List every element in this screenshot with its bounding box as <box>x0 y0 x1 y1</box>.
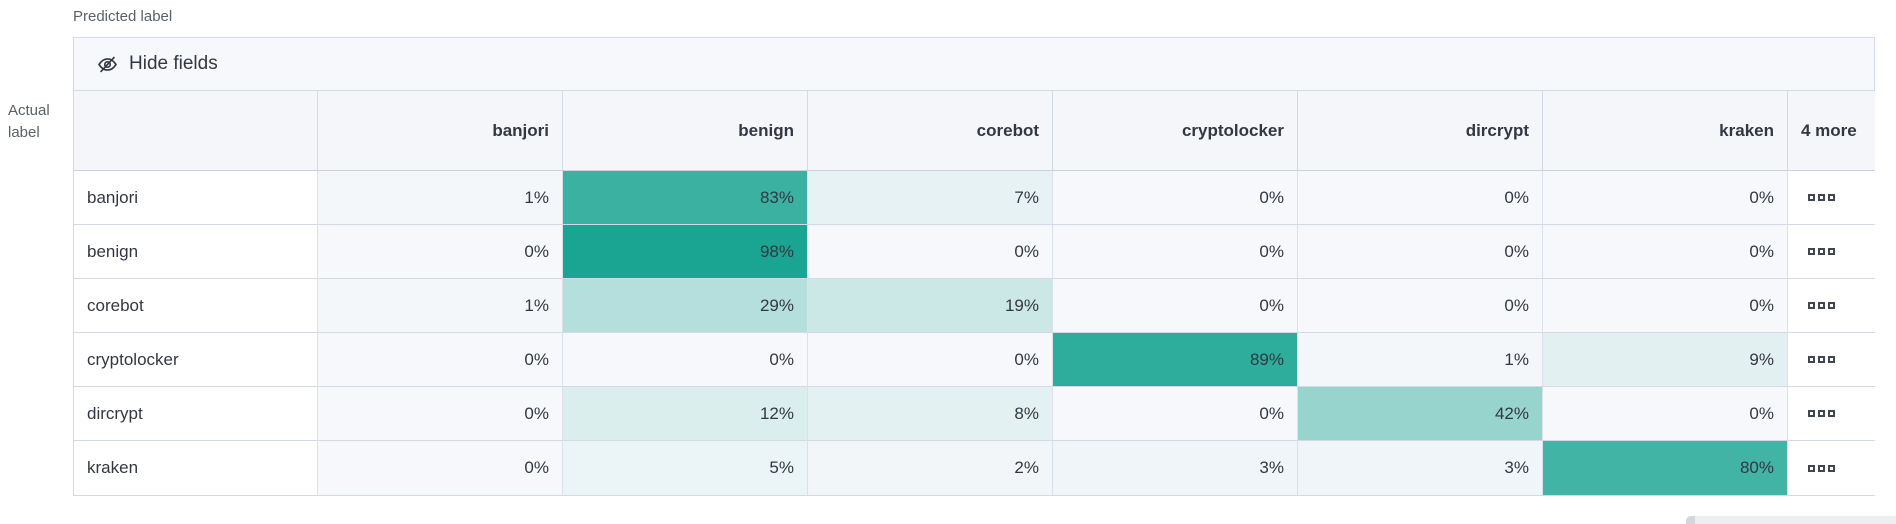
column-header-more[interactable]: 4 more <box>1788 91 1875 170</box>
cell-banjori-banjori[interactable]: 1% <box>318 171 563 225</box>
cell-cryptolocker-kraken[interactable]: 9% <box>1543 333 1788 387</box>
cell-corebot-benign[interactable]: 29% <box>563 279 808 333</box>
table-row-cryptolocker: cryptolocker 0% 0% 0% 89% 1% 9% <box>74 333 1875 387</box>
cell-kraken-corebot[interactable]: 2% <box>808 441 1053 495</box>
cell-kraken-cryptolocker[interactable]: 3% <box>1053 441 1298 495</box>
cell-dircrypt-dircrypt[interactable]: 42% <box>1298 387 1543 441</box>
cell-dircrypt-kraken[interactable]: 0% <box>1543 387 1788 441</box>
more-columns-button[interactable] <box>1788 441 1875 495</box>
cell-dircrypt-corebot[interactable]: 8% <box>808 387 1053 441</box>
column-header-dircrypt[interactable]: dircrypt <box>1298 91 1543 170</box>
grid-body: banjori 1% 83% 7% 0% 0% 0% benign 0% 98% 0% 0% 0% 0% c… <box>74 171 1875 495</box>
boxes-horizontal-icon <box>1808 302 1835 309</box>
actual-axis-label: Actual label <box>8 100 50 144</box>
table-row-banjori: banjori 1% 83% 7% 0% 0% 0% <box>74 171 1875 225</box>
more-columns-button[interactable] <box>1788 333 1875 387</box>
cell-kraken-benign[interactable]: 5% <box>563 441 808 495</box>
cell-cryptolocker-benign[interactable]: 0% <box>563 333 808 387</box>
cell-banjori-dircrypt[interactable]: 0% <box>1298 171 1543 225</box>
cell-benign-cryptolocker[interactable]: 0% <box>1053 225 1298 279</box>
cell-dircrypt-banjori[interactable]: 0% <box>318 387 563 441</box>
cell-corebot-kraken[interactable]: 0% <box>1543 279 1788 333</box>
row-label-benign[interactable]: benign <box>74 225 318 279</box>
table-row-kraken: kraken 0% 5% 2% 3% 3% 80% <box>74 441 1875 495</box>
cell-corebot-corebot[interactable]: 19% <box>808 279 1053 333</box>
boxes-horizontal-icon <box>1808 410 1835 417</box>
cell-cryptolocker-corebot[interactable]: 0% <box>808 333 1053 387</box>
cell-dircrypt-cryptolocker[interactable]: 0% <box>1053 387 1298 441</box>
column-header-cryptolocker[interactable]: cryptolocker <box>1053 91 1298 170</box>
cell-corebot-cryptolocker[interactable]: 0% <box>1053 279 1298 333</box>
cell-corebot-dircrypt[interactable]: 0% <box>1298 279 1543 333</box>
grid-toolbar: Hide fields <box>74 38 1874 91</box>
cell-cryptolocker-banjori[interactable]: 0% <box>318 333 563 387</box>
cell-kraken-dircrypt[interactable]: 3% <box>1298 441 1543 495</box>
boxes-horizontal-icon <box>1808 248 1835 255</box>
cell-banjori-benign[interactable]: 83% <box>563 171 808 225</box>
eye-closed-icon <box>96 53 119 76</box>
actual-axis-label-line1: Actual <box>8 102 50 119</box>
column-header-kraken[interactable]: kraken <box>1543 91 1788 170</box>
hide-fields-label: Hide fields <box>129 53 218 74</box>
boxes-horizontal-icon <box>1808 464 1835 472</box>
boxes-horizontal-icon <box>1808 356 1835 363</box>
table-row-corebot: corebot 1% 29% 19% 0% 0% 0% <box>74 279 1875 333</box>
cell-corebot-banjori[interactable]: 1% <box>318 279 563 333</box>
cell-benign-banjori[interactable]: 0% <box>318 225 563 279</box>
scrollbar-thumb[interactable] <box>1686 516 1695 524</box>
cell-dircrypt-benign[interactable]: 12% <box>563 387 808 441</box>
table-row-dircrypt: dircrypt 0% 12% 8% 0% 42% 0% <box>74 387 1875 441</box>
boxes-horizontal-icon <box>1808 194 1835 201</box>
more-columns-button[interactable] <box>1788 225 1875 279</box>
horizontal-scrollbar[interactable] <box>1686 516 1896 524</box>
corner-cell <box>74 91 318 170</box>
row-label-dircrypt[interactable]: dircrypt <box>74 387 318 441</box>
predicted-axis-label: Predicted label <box>73 8 173 25</box>
cell-kraken-banjori[interactable]: 0% <box>318 441 563 495</box>
cell-benign-corebot[interactable]: 0% <box>808 225 1053 279</box>
cell-banjori-cryptolocker[interactable]: 0% <box>1053 171 1298 225</box>
row-label-banjori[interactable]: banjori <box>74 171 318 225</box>
cell-banjori-kraken[interactable]: 0% <box>1543 171 1788 225</box>
confusion-matrix-data-grid: Hide fields banjori benign corebot cryptolo… <box>73 37 1875 496</box>
cell-benign-dircrypt[interactable]: 0% <box>1298 225 1543 279</box>
more-columns-button[interactable] <box>1788 171 1875 225</box>
cell-cryptolocker-dircrypt[interactable]: 1% <box>1298 333 1543 387</box>
more-columns-button[interactable] <box>1788 387 1875 441</box>
actual-axis-label-line2: label <box>8 124 40 141</box>
more-columns-button[interactable] <box>1788 279 1875 333</box>
cell-kraken-kraken[interactable]: 80% <box>1543 441 1788 495</box>
hide-fields-button[interactable]: Hide fields <box>88 47 226 82</box>
column-header-benign[interactable]: benign <box>563 91 808 170</box>
row-label-corebot[interactable]: corebot <box>74 279 318 333</box>
row-label-kraken[interactable]: kraken <box>74 441 318 495</box>
cell-benign-kraken[interactable]: 0% <box>1543 225 1788 279</box>
column-header-banjori[interactable]: banjori <box>318 91 563 170</box>
row-label-cryptolocker[interactable]: cryptolocker <box>74 333 318 387</box>
cell-banjori-corebot[interactable]: 7% <box>808 171 1053 225</box>
column-header-corebot[interactable]: corebot <box>808 91 1053 170</box>
header-row: banjori benign corebot cryptolocker dircrypt… <box>74 91 1875 171</box>
cell-benign-benign[interactable]: 98% <box>563 225 808 279</box>
table-row-benign: benign 0% 98% 0% 0% 0% 0% <box>74 225 1875 279</box>
cell-cryptolocker-cryptolocker[interactable]: 89% <box>1053 333 1298 387</box>
